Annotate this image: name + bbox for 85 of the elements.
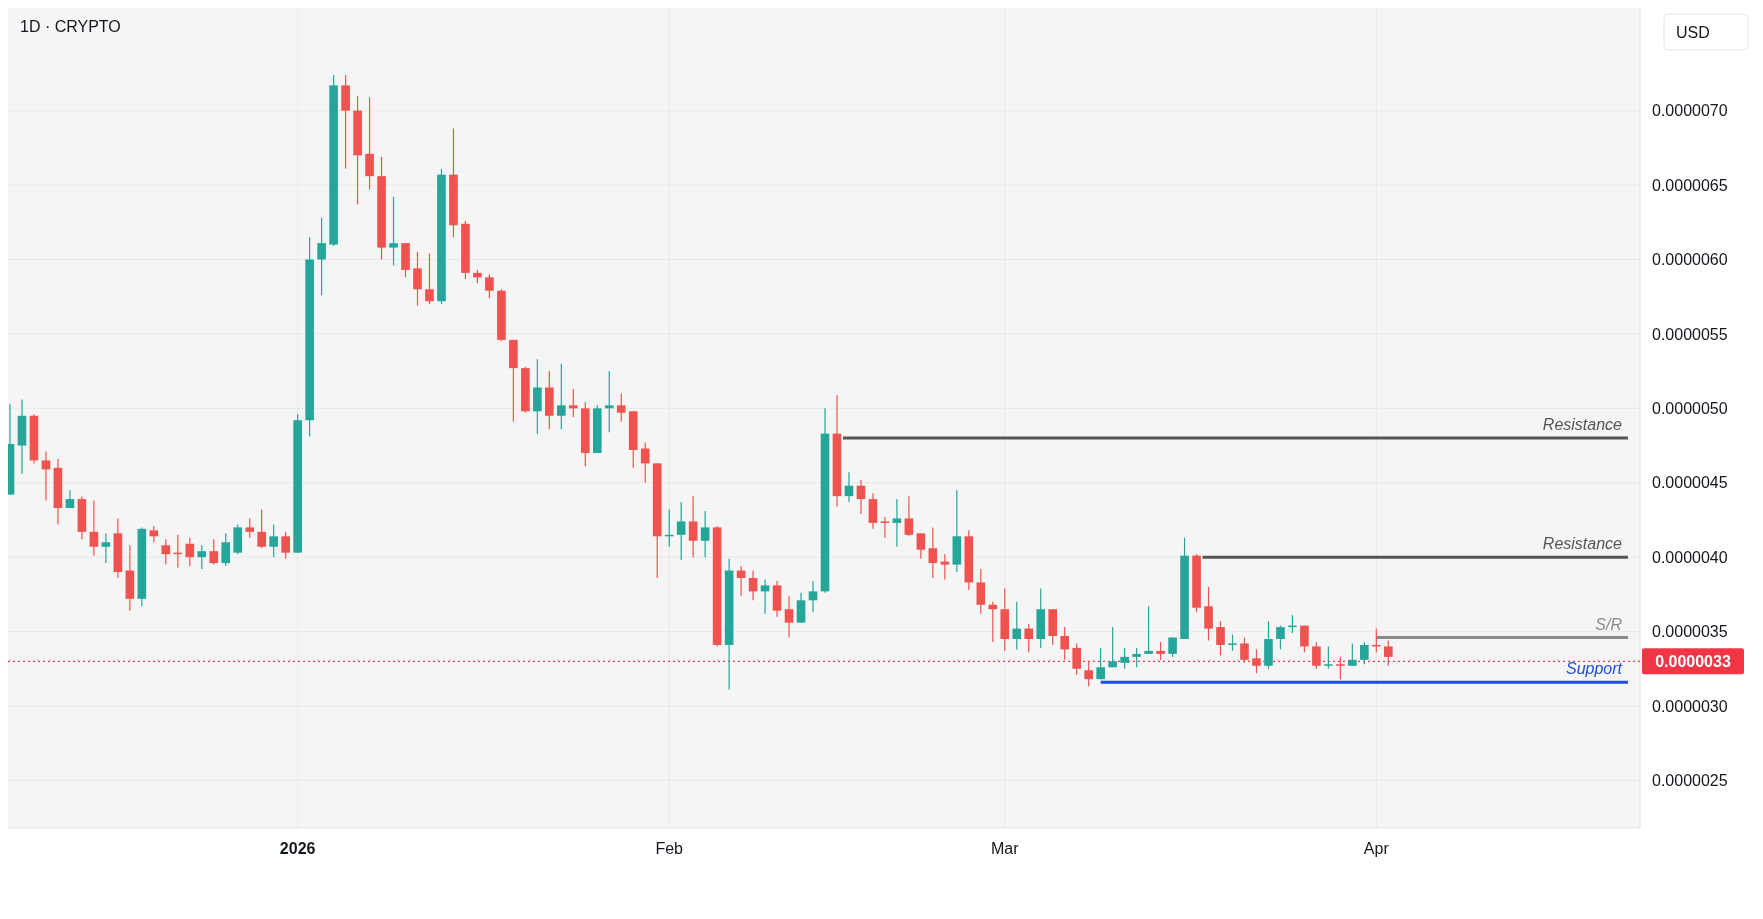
candlestick [1312, 641, 1321, 670]
candlestick [988, 601, 998, 643]
candlestick [1360, 641, 1369, 665]
candlestick [365, 96, 374, 191]
y-tick-label: 0.0000035 [1652, 623, 1728, 641]
candlestick [1216, 620, 1225, 656]
candlestick [1120, 647, 1129, 670]
candlestick [1012, 601, 1022, 651]
candlestick [760, 578, 770, 615]
ref-line-label: 0.0000033 [1655, 652, 1731, 670]
candlestick [676, 501, 686, 561]
candlestick [185, 537, 195, 567]
candlestick [161, 538, 171, 566]
candlestick [604, 370, 614, 433]
candlestick [1300, 625, 1309, 653]
y-tick-label: 0.0000065 [1652, 176, 1728, 194]
x-tick-label: 2026 [279, 840, 316, 857]
candlestick [281, 531, 290, 560]
candlestick [1204, 586, 1213, 642]
candlestick [904, 495, 914, 537]
y-tick-label: 0.0000025 [1652, 771, 1728, 789]
candlestick [796, 592, 806, 624]
text: 1D · CRYPTO [20, 18, 121, 35]
candlestick [1276, 625, 1285, 651]
candlestick [640, 441, 650, 484]
candlestick [916, 532, 926, 560]
candlestick [245, 517, 255, 539]
candlestick [101, 532, 111, 564]
series-label: Resistance [1542, 416, 1623, 434]
candlestick [389, 196, 398, 267]
series-label: S/R [1595, 615, 1623, 633]
y-tick-label: 0.0000070 [1652, 102, 1728, 120]
candlestick [197, 544, 207, 570]
candlestick [269, 523, 278, 558]
candlestick [1383, 639, 1393, 667]
candlestick [808, 580, 818, 613]
y-tick-label: 0.0000060 [1652, 251, 1728, 269]
candlestick [1240, 636, 1249, 664]
candlestick [1144, 605, 1153, 655]
candlestick [1324, 645, 1333, 670]
y-tick-label: 0.0000040 [1652, 548, 1728, 566]
candlestick [1336, 656, 1345, 680]
candlestick [257, 508, 266, 549]
text: USD [1676, 23, 1710, 41]
candlestick [616, 392, 626, 423]
candlestick [533, 358, 542, 435]
candlestick [892, 498, 902, 548]
candlestick [1108, 626, 1117, 668]
series-label: Resistance [1542, 535, 1623, 553]
candlestick [89, 500, 99, 557]
candlestick [856, 479, 866, 515]
candlestick [221, 532, 231, 567]
candlestick [317, 217, 326, 296]
candlestick [1348, 642, 1357, 667]
series-label: Support [1565, 660, 1623, 678]
candlestick [568, 388, 578, 418]
candlestick [425, 252, 434, 305]
y-tick-label: 0.0000050 [1652, 399, 1728, 417]
candlestick [940, 553, 950, 581]
x-tick-label: Apr [1363, 840, 1390, 857]
candlestick [880, 516, 890, 539]
candlestick [928, 526, 938, 579]
candlestick [1252, 648, 1261, 674]
candlestick [485, 273, 494, 299]
x-tick-label: Feb [655, 840, 684, 857]
y-tick-label: 0.0000045 [1652, 474, 1728, 492]
candlestick [1024, 623, 1034, 653]
candlestick [1060, 626, 1070, 661]
candlestick [1072, 642, 1082, 676]
candlestick [1084, 660, 1093, 688]
candlestick [1096, 647, 1105, 680]
x-tick-label: Mar [991, 840, 1020, 857]
candlestick [688, 495, 698, 558]
candlestick [413, 251, 422, 307]
candlestick [557, 363, 566, 430]
candlestick [976, 568, 986, 615]
candlestick [41, 450, 51, 502]
y-tick-label: 0.0000055 [1652, 325, 1728, 343]
candlestick [1132, 647, 1141, 668]
candlestick [868, 492, 878, 530]
y-tick-label: 0.0000030 [1652, 697, 1728, 715]
candlestick [784, 595, 794, 639]
candlestick [748, 569, 758, 601]
candlestick [209, 538, 219, 566]
candlestick [700, 510, 710, 558]
